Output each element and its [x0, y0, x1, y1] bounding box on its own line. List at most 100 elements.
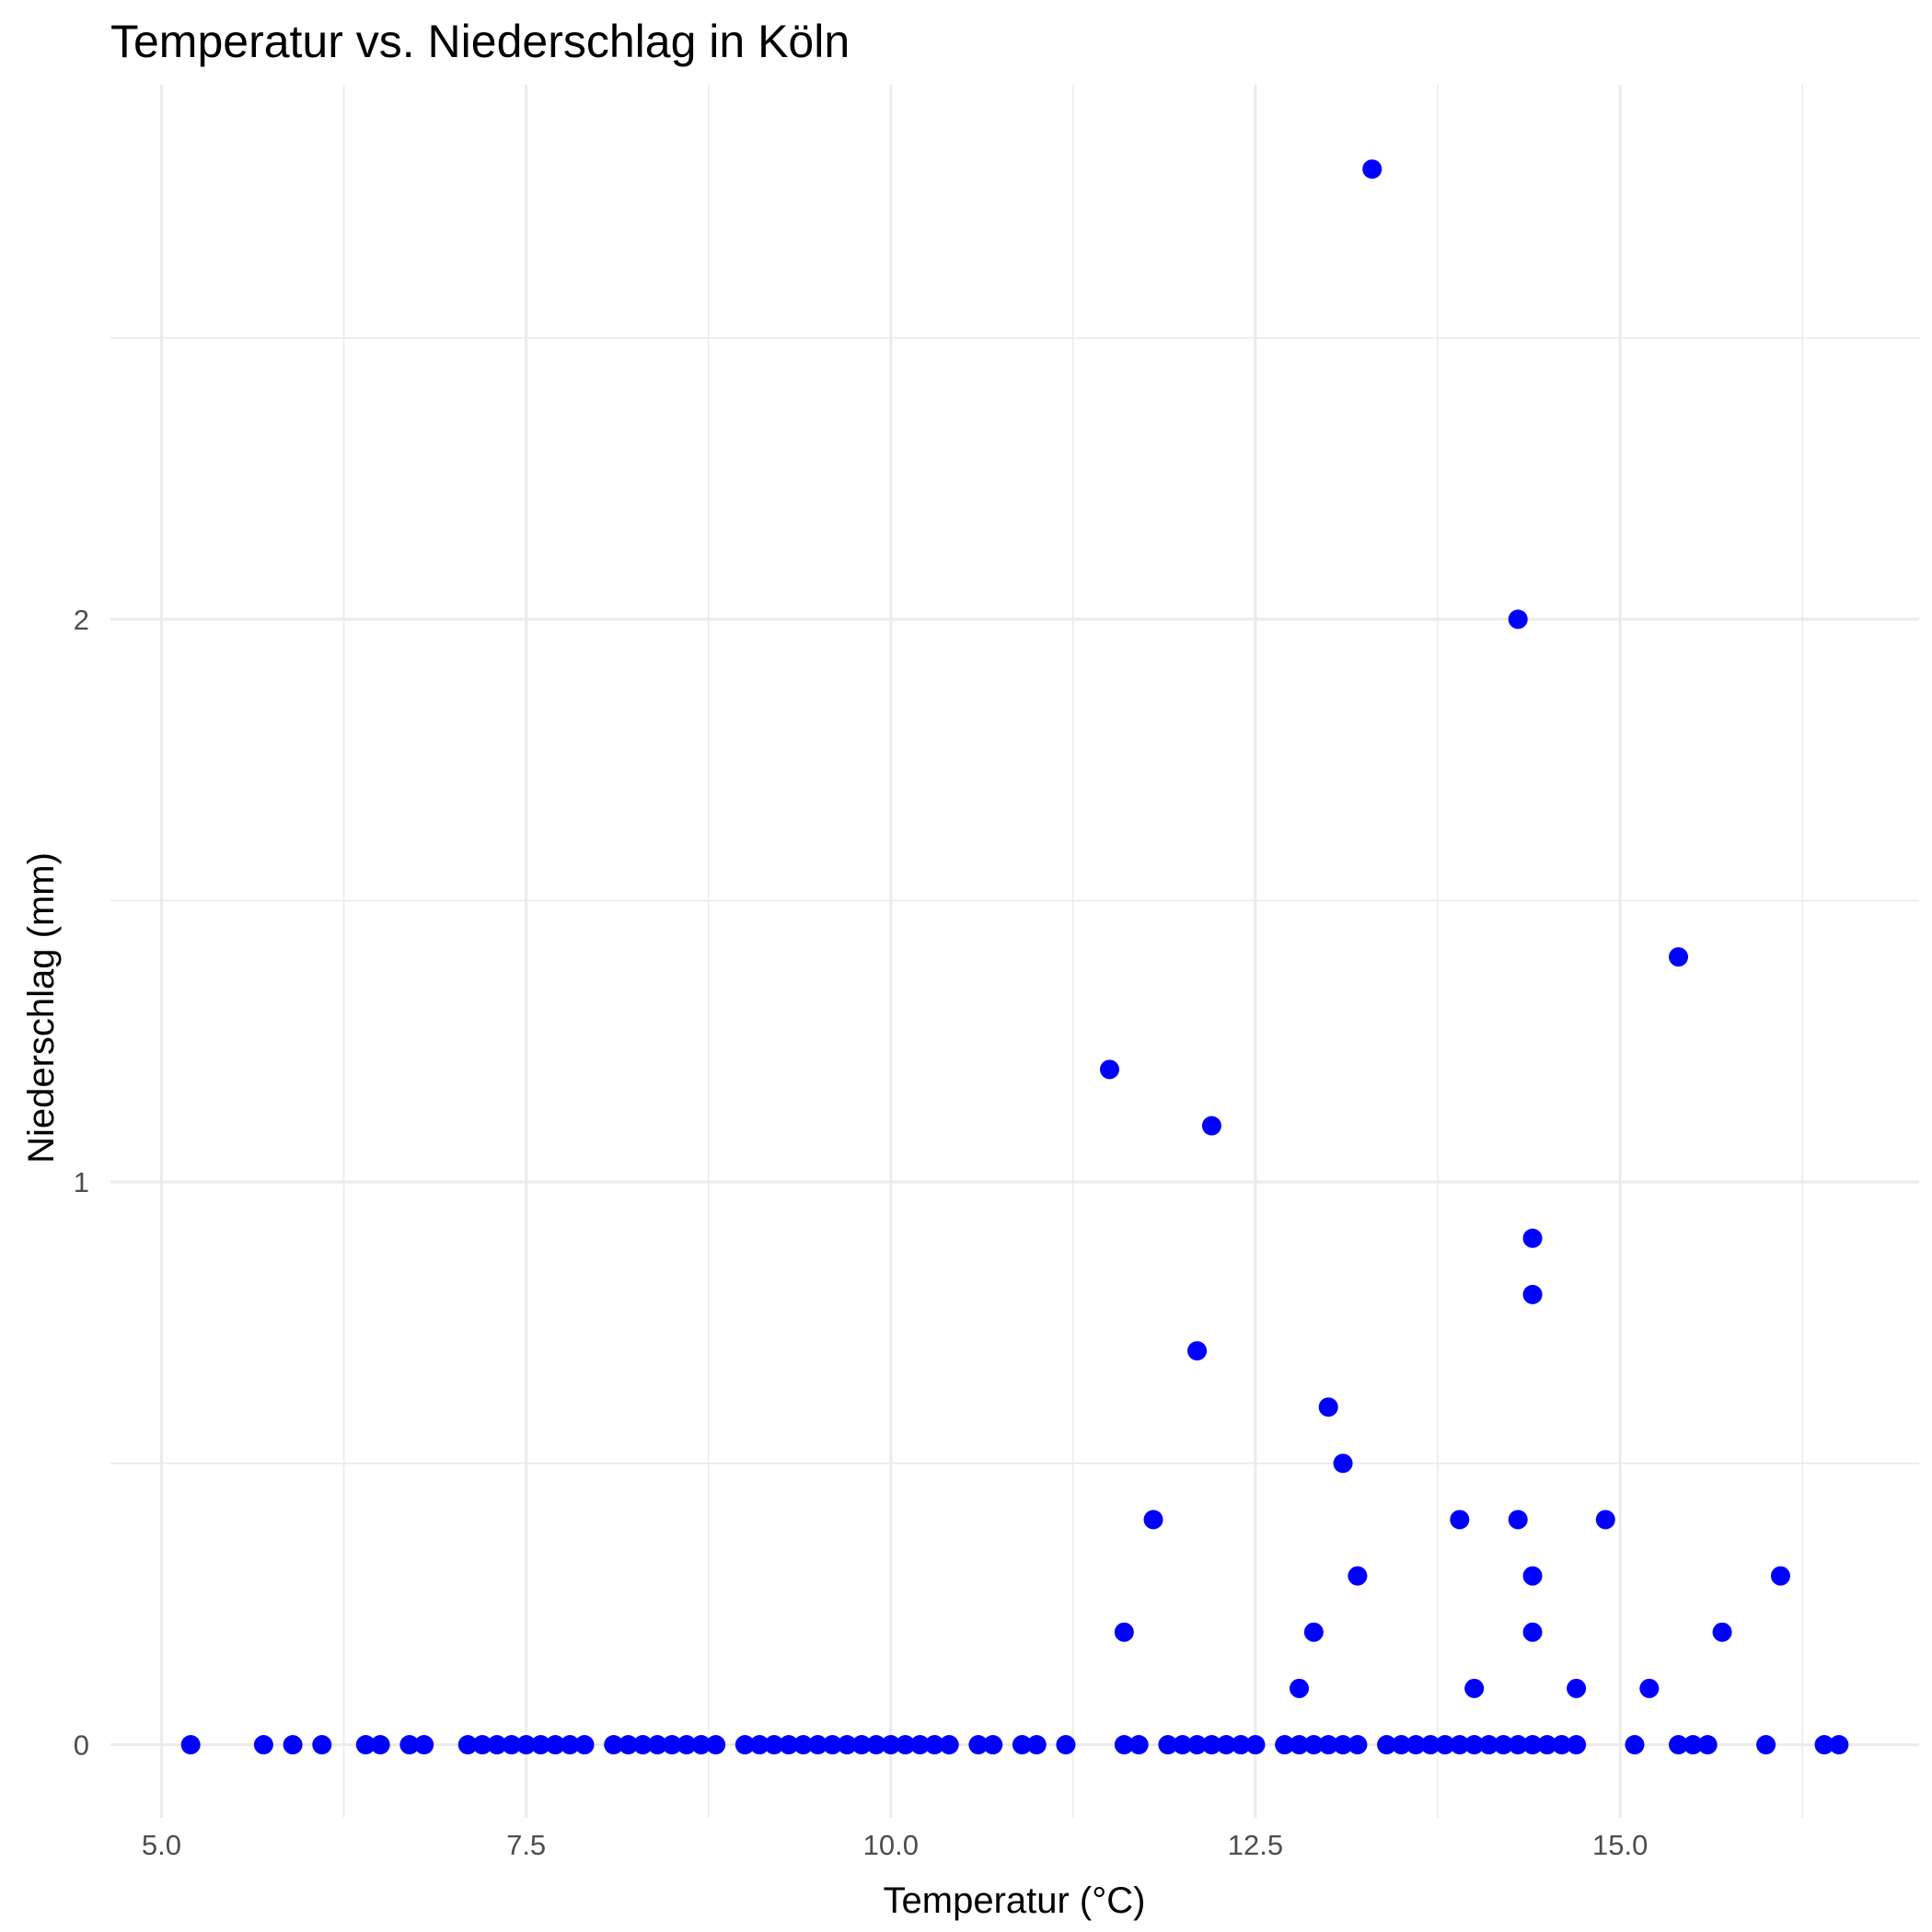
y-tick-label: 0 — [74, 1730, 89, 1762]
data-point — [1391, 1735, 1411, 1755]
data-point — [1464, 1735, 1485, 1755]
data-point — [180, 1735, 201, 1755]
data-point — [1522, 1284, 1543, 1304]
data-point — [1639, 1678, 1660, 1698]
data-point — [487, 1735, 507, 1755]
data-point — [1508, 1735, 1528, 1755]
data-point — [370, 1735, 390, 1755]
data-points — [180, 159, 1849, 1755]
data-point — [1201, 1116, 1221, 1136]
data-point — [1100, 1059, 1120, 1080]
data-point — [1829, 1735, 1849, 1755]
grid — [110, 85, 1919, 1818]
data-point — [1290, 1735, 1310, 1755]
data-point — [706, 1735, 726, 1755]
data-point — [983, 1735, 1003, 1755]
data-point — [1377, 1735, 1397, 1755]
data-point — [749, 1735, 769, 1755]
data-point — [1201, 1735, 1221, 1755]
x-tick-label: 10.0 — [863, 1829, 919, 1861]
data-point — [1420, 1735, 1440, 1755]
data-point — [1522, 1566, 1543, 1586]
data-point — [1026, 1735, 1047, 1755]
data-point — [472, 1735, 492, 1755]
data-point — [530, 1735, 550, 1755]
data-point — [793, 1735, 814, 1755]
data-point — [253, 1735, 273, 1755]
data-point — [779, 1735, 799, 1755]
y-axis-title: Niederschlag (mm) — [21, 852, 62, 1163]
data-point — [1114, 1622, 1134, 1642]
data-point — [283, 1735, 303, 1755]
data-point — [881, 1735, 901, 1755]
x-tick-label: 5.0 — [142, 1829, 181, 1861]
data-point — [1669, 1735, 1689, 1755]
data-point — [764, 1735, 784, 1755]
data-point — [1303, 1735, 1324, 1755]
data-point — [1318, 1397, 1338, 1417]
x-axis-ticks: 5.0 7.5 10.0 12.5 15.0 — [142, 1829, 1648, 1861]
data-point — [1187, 1735, 1208, 1755]
chart-title: Temperatur vs. Niederschlag in Köln — [110, 16, 850, 67]
data-point — [851, 1735, 872, 1755]
data-point — [1143, 1510, 1163, 1530]
data-point — [502, 1735, 522, 1755]
data-point — [1567, 1735, 1587, 1755]
data-point — [1770, 1566, 1790, 1586]
data-point — [866, 1735, 886, 1755]
data-point — [1712, 1622, 1732, 1642]
data-point — [1697, 1735, 1718, 1755]
x-axis-title: Temperatur (°C) — [884, 1880, 1146, 1921]
data-point — [414, 1735, 434, 1755]
data-point — [1348, 1735, 1368, 1755]
data-point — [909, 1735, 930, 1755]
data-point — [312, 1735, 332, 1755]
data-point — [1290, 1678, 1310, 1698]
data-point — [837, 1735, 857, 1755]
data-point — [1303, 1622, 1324, 1642]
data-point — [1318, 1735, 1338, 1755]
data-point — [647, 1735, 667, 1755]
data-point — [1508, 609, 1528, 630]
data-point — [355, 1735, 376, 1755]
data-point — [808, 1735, 828, 1755]
data-point — [574, 1735, 595, 1755]
data-point — [1756, 1735, 1776, 1755]
data-point — [1348, 1566, 1368, 1586]
data-point — [735, 1735, 755, 1755]
data-point — [896, 1735, 916, 1755]
data-point — [1522, 1228, 1543, 1248]
data-point — [968, 1735, 989, 1755]
data-point — [1493, 1735, 1513, 1755]
y-tick-label: 2 — [74, 604, 89, 636]
data-point — [1508, 1510, 1528, 1530]
data-point — [1537, 1735, 1557, 1755]
y-axis-ticks: 0 1 2 — [74, 604, 89, 1762]
data-point — [1333, 1735, 1353, 1755]
data-point — [604, 1735, 624, 1755]
data-point — [1012, 1735, 1032, 1755]
x-tick-label: 15.0 — [1592, 1829, 1648, 1861]
data-point — [1552, 1735, 1572, 1755]
data-point — [545, 1735, 565, 1755]
data-point — [1333, 1453, 1353, 1474]
data-point — [1522, 1622, 1543, 1642]
data-point — [1683, 1735, 1703, 1755]
data-point — [1128, 1735, 1149, 1755]
data-point — [822, 1735, 842, 1755]
data-point — [619, 1735, 639, 1755]
data-point — [939, 1735, 959, 1755]
data-point — [1522, 1735, 1543, 1755]
data-point — [691, 1735, 711, 1755]
x-tick-label: 12.5 — [1228, 1829, 1283, 1861]
data-point — [399, 1735, 420, 1755]
data-point — [1435, 1735, 1455, 1755]
data-point — [1625, 1735, 1645, 1755]
data-point — [516, 1735, 537, 1755]
data-point — [457, 1735, 478, 1755]
data-point — [677, 1735, 697, 1755]
data-point — [1158, 1735, 1178, 1755]
data-point — [1056, 1735, 1076, 1755]
data-point — [1450, 1735, 1470, 1755]
